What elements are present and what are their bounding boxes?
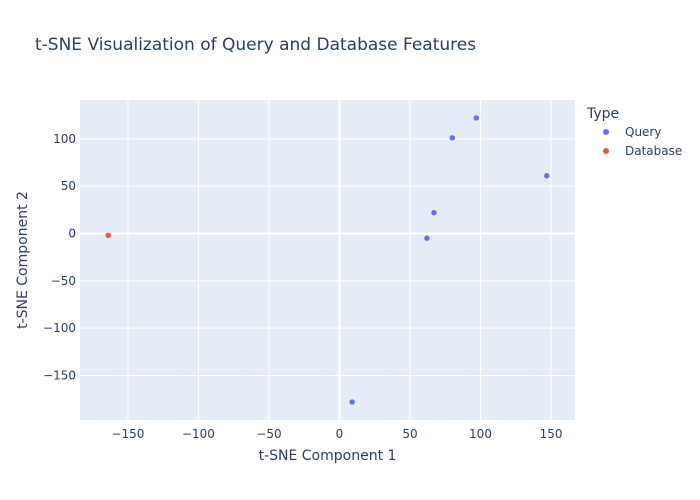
- y-tick-label: 100: [53, 132, 76, 146]
- data-point-query: [423, 234, 431, 242]
- y-tick-label: −150: [43, 369, 76, 383]
- legend: Type Query Database: [586, 106, 682, 158]
- x-tick-label: 150: [540, 427, 563, 441]
- data-point-database: [104, 232, 112, 239]
- data-point-query: [449, 134, 456, 142]
- y-tick-label: 0: [68, 226, 76, 240]
- data-point-query: [473, 114, 480, 122]
- x-tick-label: −150: [111, 427, 144, 441]
- grid-lines: [80, 100, 575, 420]
- x-tick-label: −100: [182, 427, 215, 441]
- legend-marker-database: [603, 148, 609, 154]
- data-point-query: [430, 209, 438, 216]
- y-tick-label: 50: [61, 179, 76, 193]
- x-tick-label: −50: [256, 427, 281, 441]
- x-axis-title: t-SNE Component 1: [259, 448, 397, 464]
- data-point-query: [348, 398, 356, 406]
- tick-labels: −150 −100 −50 0 50 100 150 −150 −100 −50 0 50 100: [43, 132, 562, 441]
- y-axis-title: t-SNE Component 2: [15, 191, 31, 329]
- plot-area: [80, 100, 575, 420]
- y-tick-label: −100: [43, 321, 76, 335]
- x-tick-label: 100: [469, 427, 492, 441]
- legend-label-database: Database: [625, 144, 682, 158]
- y-tick-label: −50: [51, 274, 76, 288]
- x-tick-label: 0: [336, 427, 344, 441]
- data-points: [104, 114, 551, 406]
- legend-label-query: Query: [625, 125, 661, 139]
- legend-marker-query: [603, 129, 609, 135]
- chart-title: t-SNE Visualization of Query and Databas…: [35, 35, 476, 55]
- x-tick-label: 50: [402, 427, 417, 441]
- legend-title: Type: [586, 106, 619, 122]
- data-point-query: [543, 172, 551, 179]
